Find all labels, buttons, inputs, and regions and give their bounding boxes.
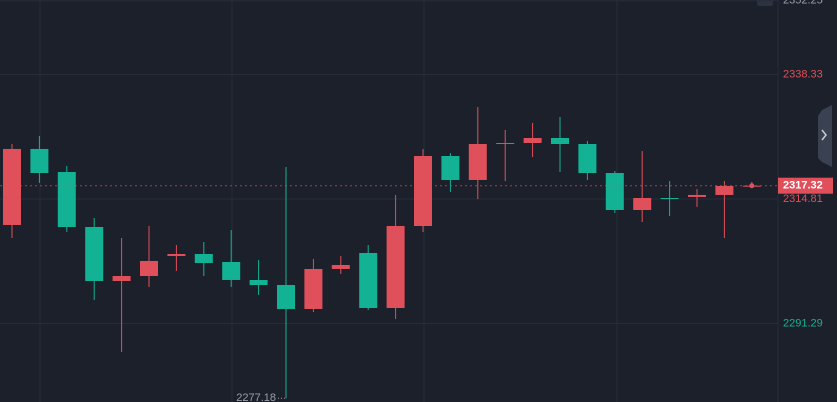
candle-body — [249, 279, 268, 286]
candle-body — [386, 225, 405, 308]
axis-icon[interactable] — [757, 0, 773, 6]
last-price-dot — [749, 183, 755, 189]
candle-body — [605, 172, 624, 210]
candle-body — [277, 285, 295, 309]
candle-body — [30, 148, 49, 173]
last-price-tag — [778, 177, 833, 194]
collapse-tab[interactable] — [818, 105, 832, 167]
y-tick-label: 2338.33 — [783, 68, 823, 80]
low-label: 2277.18 — [236, 392, 276, 402]
candle-body — [523, 138, 542, 143]
candle-body — [551, 138, 569, 144]
candle-body — [140, 260, 158, 277]
candle-body — [331, 265, 350, 269]
candle-body — [468, 143, 487, 180]
candle-body — [304, 268, 323, 309]
last-price-label: 2317.32 — [783, 180, 823, 192]
candle-body — [441, 156, 460, 180]
candle-body — [359, 252, 378, 308]
candle-body — [688, 194, 706, 197]
y-tick-label: 2291.29 — [783, 317, 823, 329]
y-tick-label: 2314.81 — [783, 193, 823, 205]
candle-body — [57, 171, 76, 227]
candle-body — [112, 276, 131, 281]
candle-body — [222, 261, 241, 280]
tab-arrow[interactable] — [821, 129, 827, 141]
candle-body — [167, 253, 186, 257]
candle-body — [194, 253, 213, 263]
candle-body — [414, 156, 432, 226]
candle-body — [578, 143, 597, 173]
candle-body — [715, 185, 734, 195]
y-tick-label: 2352.25 — [783, 0, 823, 7]
candle-body — [85, 226, 104, 281]
candle-body — [3, 148, 21, 225]
candle-body — [633, 197, 652, 210]
candle-body — [496, 142, 515, 144]
candle-body — [660, 197, 679, 199]
